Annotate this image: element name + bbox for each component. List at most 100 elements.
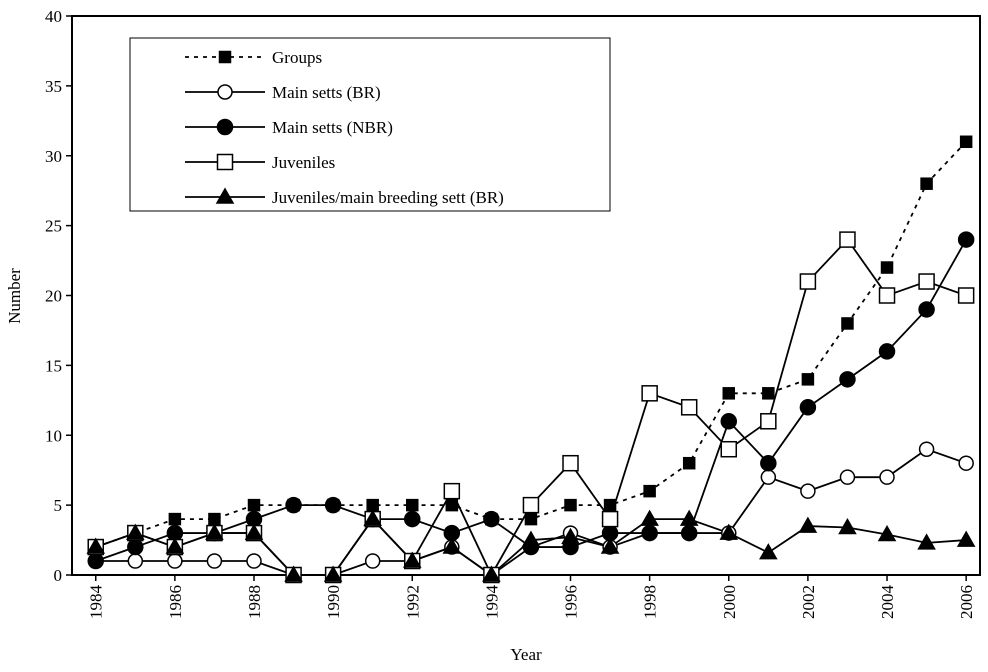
- x-tick-label: 1984: [87, 585, 106, 620]
- y-tick-label: 10: [45, 426, 62, 445]
- marker: [561, 527, 580, 545]
- marker: [799, 273, 817, 290]
- marker: [126, 523, 145, 540]
- marker: [482, 565, 501, 582]
- x-tick-label: 1990: [324, 585, 343, 619]
- marker: [682, 456, 696, 470]
- legend-marker: [216, 118, 234, 136]
- marker: [878, 287, 896, 304]
- marker: [643, 484, 656, 498]
- x-tick-label: 1986: [166, 585, 185, 619]
- marker: [719, 523, 739, 540]
- legend-label: Juveniles/main breeding sett (BR): [272, 188, 504, 207]
- marker: [720, 440, 738, 458]
- marker: [879, 469, 895, 485]
- legend-label: Main setts (BR): [272, 83, 381, 102]
- marker: [246, 553, 262, 569]
- marker: [564, 498, 577, 512]
- marker: [679, 509, 699, 526]
- marker: [600, 537, 620, 554]
- marker: [640, 509, 659, 526]
- y-tick-label: 15: [45, 356, 62, 375]
- marker: [443, 482, 461, 500]
- legend-marker: [217, 84, 233, 100]
- legend-marker: [215, 187, 235, 204]
- marker: [442, 537, 462, 554]
- y-tick-label: 20: [45, 287, 62, 306]
- marker: [722, 387, 736, 400]
- marker: [800, 483, 816, 499]
- marker: [680, 399, 698, 416]
- marker: [838, 517, 857, 535]
- marker: [364, 553, 381, 569]
- marker: [801, 373, 815, 386]
- x-tick-label: 1994: [482, 585, 501, 620]
- marker: [762, 387, 775, 400]
- x-tick-label: 1992: [403, 585, 422, 619]
- x-tick-label: 1996: [562, 585, 581, 619]
- marker: [168, 512, 182, 526]
- marker: [404, 510, 421, 528]
- marker: [956, 530, 976, 547]
- x-tick-label: 1988: [245, 585, 264, 619]
- marker: [127, 553, 144, 569]
- marker: [406, 498, 419, 512]
- marker: [878, 343, 896, 360]
- marker: [205, 523, 224, 540]
- marker: [680, 524, 698, 542]
- marker: [958, 455, 974, 471]
- marker: [798, 516, 818, 533]
- marker: [799, 399, 817, 416]
- marker: [208, 512, 221, 526]
- x-tick-label: 2000: [720, 585, 739, 619]
- marker: [720, 413, 738, 430]
- marker: [880, 261, 894, 274]
- marker: [841, 317, 854, 330]
- marker: [127, 538, 144, 556]
- marker: [366, 498, 379, 512]
- marker: [244, 523, 264, 540]
- marker: [839, 469, 856, 485]
- marker: [760, 454, 777, 472]
- y-tick-label: 5: [54, 496, 63, 515]
- y-tick-label: 35: [45, 77, 62, 96]
- marker: [917, 533, 936, 550]
- marker: [920, 177, 933, 190]
- x-axis-label: Year: [510, 645, 542, 664]
- marker: [839, 371, 856, 388]
- marker: [918, 273, 935, 290]
- marker: [760, 413, 777, 430]
- y-axis-label: Number: [5, 268, 24, 324]
- marker: [324, 496, 342, 514]
- marker: [759, 543, 778, 560]
- marker: [363, 509, 382, 526]
- marker: [839, 231, 856, 248]
- marker: [323, 565, 343, 582]
- marker: [87, 552, 104, 570]
- marker: [445, 498, 459, 512]
- x-tick-label: 2004: [878, 585, 897, 620]
- x-tick-label: 2006: [957, 585, 976, 619]
- legend-box: [129, 37, 611, 212]
- marker: [483, 510, 500, 528]
- legend-label: Main setts (NBR): [272, 118, 393, 137]
- legend-marker: [216, 153, 234, 171]
- marker: [402, 551, 422, 568]
- marker: [521, 530, 541, 547]
- x-tick-label: 2002: [799, 585, 818, 619]
- marker: [918, 441, 935, 457]
- y-tick-label: 25: [45, 217, 62, 236]
- marker: [247, 498, 261, 512]
- marker: [284, 565, 303, 582]
- legend-label: Groups: [272, 48, 322, 67]
- y-tick-label: 40: [45, 7, 62, 26]
- marker: [601, 510, 619, 528]
- marker: [167, 553, 183, 569]
- y-tick-label: 30: [45, 147, 62, 166]
- legend-marker: [218, 50, 232, 64]
- marker: [877, 524, 897, 542]
- marker: [285, 496, 302, 514]
- marker: [760, 469, 777, 485]
